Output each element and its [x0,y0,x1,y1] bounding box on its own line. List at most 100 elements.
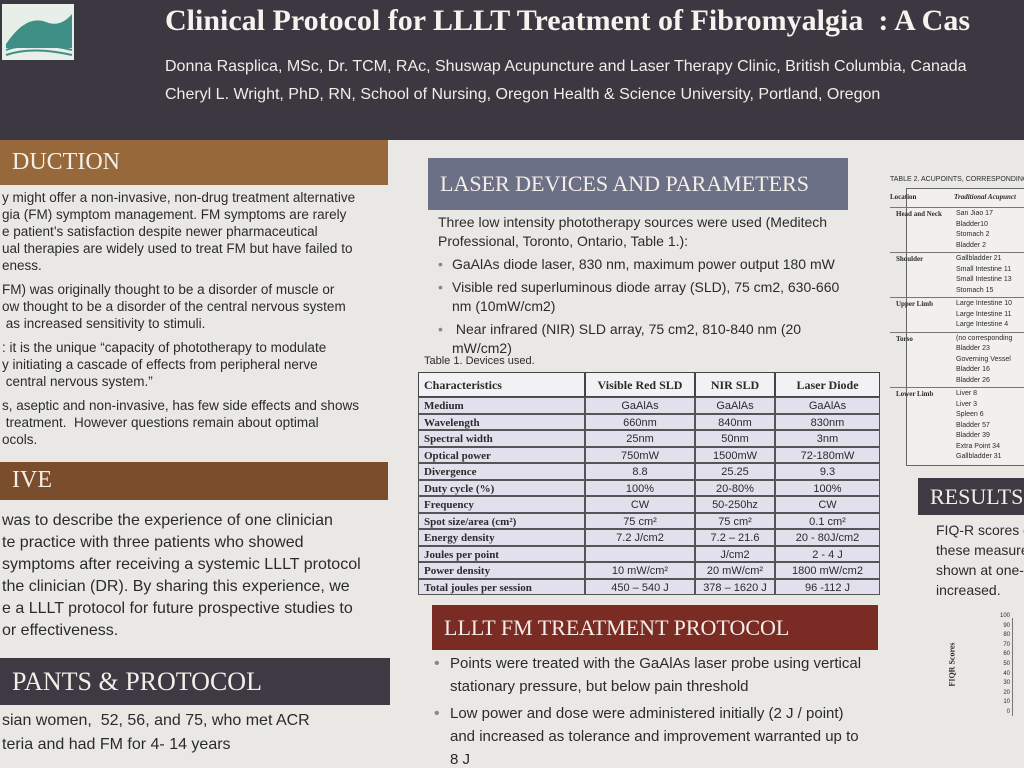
section-heading: PANTS & PROTOCOL [12,666,262,696]
bullet-text: Points were treated with the GaAlAs lase… [450,655,862,672]
table2-point: (no corresponding [956,334,1013,342]
table2-point: Governing Vessel [956,355,1011,363]
table-cell: 75 cm² [695,512,775,529]
table-cell: 50nm [695,430,775,447]
table-cell: 750mW [585,446,695,463]
table2-header: Location [890,193,917,201]
section-header-bar [918,478,1024,515]
table-header-cell: Laser Diode [775,372,880,397]
body-text: ual therapies are widely used to treat F… [2,241,353,256]
body-text: increased. [936,582,1001,598]
table2-point: Stomach 15 [956,286,994,294]
table-cell: Medium [418,397,585,414]
table2-point: Gallbladder 31 [956,453,1002,460]
table-cell: Divergence [418,463,585,480]
bullet: • [434,705,440,722]
body-text: the clinician (DR). By sharing this expe… [2,578,350,595]
body-text: s, aseptic and non-invasive, has few sid… [2,398,359,413]
section-heading: RESULTS [930,483,1024,509]
section-header-bar [428,158,848,210]
body-text: as increased sensitivity to stimuli. [2,316,206,331]
bullet-text: mW/cm2) [452,340,512,356]
table-cell: CW [585,496,695,513]
table-cell [695,545,775,562]
section-header-bar [0,140,388,185]
table-cell: Optical power [418,446,585,463]
bullet-text: and increased as tolerance and improveme… [450,728,859,745]
section-header-bar [432,605,878,650]
table2-point: Bladder 39 [956,432,990,439]
bullet-text: 8 J [450,751,471,768]
body-text: e patient’s satisfaction despite newer p… [2,224,318,239]
table-cell: 450 – 540 J [585,578,695,595]
table-cell: 2 - 4 J [775,545,880,562]
table-cell: Energy density [418,529,585,546]
logo [2,4,74,60]
bullet-text: nm (10mW/cm2) [452,298,556,314]
author-line: Donna Rasplica, MSc, Dr. TCM, RAc, Shusw… [165,58,967,75]
table2-frame [906,188,1024,466]
table-cell: 7.2 J/cm2 [585,529,695,546]
table-cell: GaAlAs [695,397,775,414]
section-heading: LASER DEVICES AND PARAMETERS [440,171,809,196]
table-cell: 100% [775,479,880,496]
table-cell [585,545,695,562]
table2-title: TABLE 2. ACUPOINTS, CORRESPONDING NERV [890,176,1024,183]
table2-point: Bladder 26 [956,376,990,384]
table-cell: GaAlAs [585,397,695,414]
table2-point: Large Intestine 11 [956,310,1012,318]
table-cell: 50-250hz [695,496,775,513]
chart-tick-label: 50 [1003,661,1010,667]
table2-location: Torso [896,334,913,343]
table-cell: 7.2 – 21.6 J/cm2 [695,529,775,561]
table-cell: 10 mW/cm² [585,562,695,579]
table2-divider [890,331,1024,333]
table-caption: Table 1. Devices used. [424,355,535,367]
table-cell: 72-180mW [775,446,880,463]
body-text: ocols. [2,432,38,447]
table-cell: Duty cycle (%) [418,479,585,496]
section-heading: IVE [12,467,52,493]
bullet-text: Near infrared (NIR) SLD array, 75 cm2, 8… [452,321,802,337]
table-cell: CW [775,496,880,513]
table2-location: Shoulder [896,255,924,263]
body-text: : it is the unique “capacity of photothe… [2,340,327,355]
table2-divider [890,252,1024,253]
table-cell: 100% [585,479,695,496]
table2-point: Spleen 6 [956,411,984,418]
table2-point: Large Intestine 10 [956,300,1013,307]
table-cell: Spot size/area (cm²) [418,512,585,529]
bullet: • [434,655,440,672]
poster-title: Clinical Protocol for LLLT Treatment of … [165,4,971,37]
body-text: gia (FM) symptom management. FM symptoms… [2,207,347,222]
table-header-cell: NIR SLD [695,372,775,397]
table2-point: Liver 3 [956,400,978,408]
section-header-bar [0,462,388,500]
bullet: • [438,279,443,295]
table2-point: Liver 8 [956,390,978,397]
bullet-text: stationary pressure, but below pain thre… [450,678,749,695]
chart-tick-label: 40 [1003,670,1010,677]
table-cell: 840nm [695,413,775,430]
body-text: teria and had FM for 4- 14 years [2,736,231,753]
body-text: FM) was originally thought to be a disor… [2,282,335,297]
table-cell: 20 mW/cm² [695,562,775,579]
section-heading: DUCTION [12,148,120,175]
table2-point: Bladder 23 [956,345,990,352]
chart-tick-label: 20 [1003,689,1010,696]
table2-point: Bladder10 [956,220,988,228]
bullet-text: Low power and dose were administered ini… [450,705,844,722]
body-text: sian women, 52, 56, and 75, who met ACR [2,712,310,729]
table-cell: Power density [418,562,585,579]
table-cell: Joules per point [418,545,585,562]
table-cell: Spectral width [418,430,585,447]
table2-divider [890,387,1024,388]
table-cell: 1800 mW/cm2 [775,562,880,579]
chart-tick-label: 80 [1003,632,1010,639]
body-text: these measure [936,542,1024,558]
body-text: shown at one- [936,562,1024,578]
table2-point: Bladder 2 [956,241,986,249]
body-text: te practice with three patients who show… [2,534,304,551]
body-text: e a LLLT protocol for future prospective… [2,600,353,617]
